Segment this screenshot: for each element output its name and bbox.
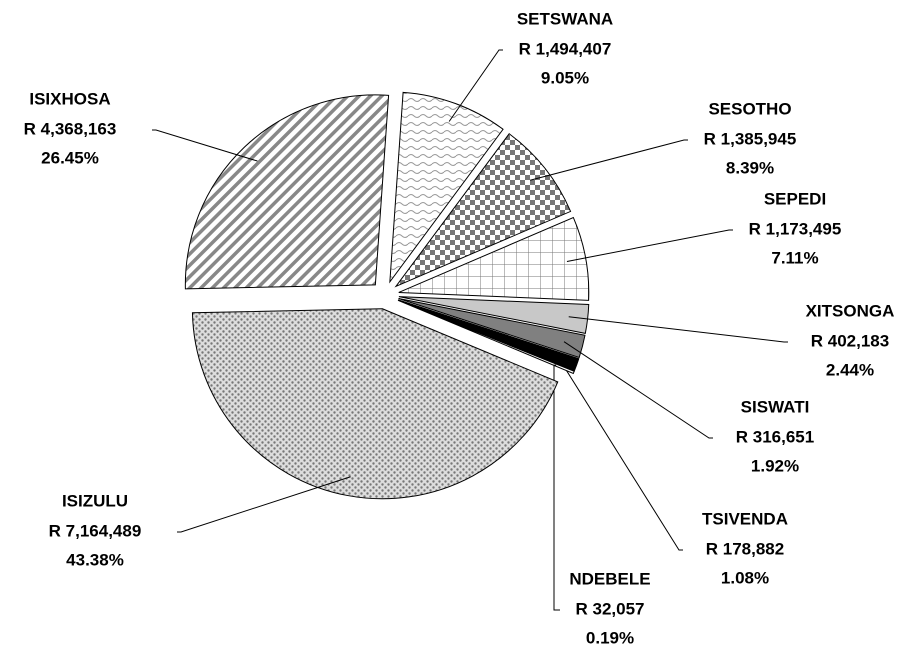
pie-slice [398, 298, 586, 359]
pie-slice [184, 94, 390, 290]
pie-slice [389, 91, 504, 284]
pie-slice [394, 133, 572, 288]
amount-label: R 7,164,489 [49, 521, 142, 540]
leader-line [152, 129, 258, 162]
amount-label: R 1,494,407 [519, 39, 612, 58]
pie-slice [191, 308, 559, 500]
leader-line [530, 139, 688, 181]
slice-label: SETSWANA [517, 9, 613, 28]
slice-label: ISIZULU [62, 491, 128, 510]
percent-label: 1.08% [721, 568, 769, 587]
leader-line [177, 476, 351, 533]
percent-label: 0.19% [586, 628, 634, 647]
amount-label: R 32,057 [576, 599, 645, 618]
amount-label: R 1,173,495 [749, 219, 842, 238]
leader-line [558, 358, 683, 551]
percent-label: 1.92% [751, 456, 799, 475]
amount-label: R 316,651 [736, 427, 814, 446]
slice-label: SISWATI [741, 397, 810, 416]
amount-label: R 4,368,163 [24, 119, 117, 138]
percent-label: 26.45% [41, 148, 99, 167]
slice-label: SESOTHO [708, 99, 791, 118]
leader-line [563, 341, 713, 439]
slice-label: NDEBELE [569, 569, 650, 588]
pie-slice [397, 299, 575, 375]
percent-label: 7.11% [771, 248, 818, 267]
percent-label: 8.39% [726, 158, 774, 177]
slice-label: SEPEDI [764, 189, 826, 208]
amount-label: R 402,183 [811, 331, 889, 350]
slice-label: ISIXHOSA [29, 89, 110, 108]
pie-slice [397, 299, 580, 372]
slice-label: TSIVENDA [702, 509, 788, 528]
leader-line [568, 316, 788, 343]
percent-label: 43.38% [66, 550, 124, 569]
percent-label: 9.05% [541, 68, 589, 87]
percent-label: 2.44% [826, 360, 874, 379]
leader-line [566, 229, 733, 263]
slice-label: XITSONGA [806, 301, 895, 320]
amount-label: R 1,385,945 [704, 129, 797, 148]
amount-label: R 178,882 [706, 539, 784, 558]
leader-line [448, 49, 503, 122]
leader-line [553, 364, 560, 611]
